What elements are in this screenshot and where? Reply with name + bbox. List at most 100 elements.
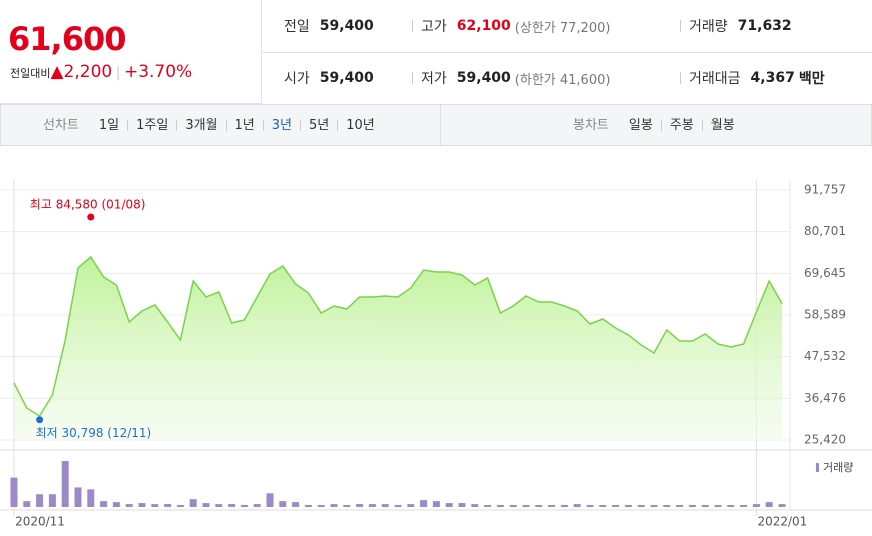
change-pct: +3.70% — [123, 62, 193, 82]
change-value: ▲2,200 — [50, 62, 113, 82]
volume-bar — [292, 502, 300, 507]
stat-value: 71,632 — [737, 18, 792, 34]
tab[interactable]: 일봉 — [628, 117, 653, 133]
tab-group-label: 선차트 — [43, 117, 79, 133]
tab[interactable]: 1년 — [225, 119, 263, 132]
stat: 고가 62,100 (상한가 77,200) — [412, 0, 610, 52]
tab[interactable]: 주봉 — [660, 119, 702, 132]
y-tick-label: 58,589 — [804, 307, 846, 321]
line-tabs: 선차트 1일 1주일 3개월 1년 3년 5년 10년 — [35, 105, 383, 145]
stat-value: 59,400 — [319, 70, 374, 86]
stats-row: 시가 59,400 저가 59,400 (하한가 41,600) 거래대금 4,367 백만 — [262, 52, 872, 105]
volume-bar — [688, 505, 696, 507]
volume-bar — [112, 502, 120, 507]
volume-bar — [727, 505, 735, 507]
stat-note: (하한가 41,600) — [514, 72, 611, 88]
volume-bar — [36, 494, 44, 507]
y-tick-label: 80,701 — [804, 224, 846, 238]
annotation: 최저 30,798 (12/11) — [36, 426, 152, 440]
tab[interactable]: 1일 — [98, 117, 120, 133]
volume-bar — [317, 505, 325, 507]
stat-note: (상한가 77,200) — [514, 20, 611, 36]
volume-bar — [279, 501, 287, 507]
stat: 전일 59,400 — [284, 0, 374, 52]
volume-bar — [663, 505, 671, 507]
volume-bar — [189, 499, 197, 507]
stat-label: 거래대금 — [689, 71, 741, 87]
stat-unit: 백만 — [798, 71, 825, 87]
y-tick-label: 47,532 — [804, 349, 846, 363]
volume-bar — [266, 493, 274, 507]
tab[interactable]: 3개월 — [176, 119, 225, 132]
legend-label: 거래량 — [823, 461, 853, 474]
volume-bar — [445, 503, 453, 507]
volume-bar — [202, 503, 210, 507]
current-price: 61,600 — [8, 20, 126, 58]
volume-bar — [10, 477, 18, 507]
y-tick-label: 36,476 — [804, 391, 846, 405]
tab[interactable]: 3년 — [262, 119, 300, 132]
volume-bar — [151, 504, 159, 507]
volume-bar — [432, 501, 440, 507]
volume-bar — [304, 505, 312, 507]
volume-bar — [48, 494, 56, 507]
volume-bar — [701, 505, 709, 507]
volume-bar — [330, 504, 338, 507]
volume-bar — [637, 505, 645, 507]
volume-bar — [23, 501, 31, 507]
y-tick-label: 69,645 — [804, 266, 846, 280]
volume-bar — [381, 504, 389, 507]
volume-bar — [394, 505, 402, 507]
x-tick-label: 2022/01 — [757, 515, 807, 529]
stat: 거래량 71,632 — [680, 0, 792, 52]
volume-bar — [356, 504, 364, 507]
tab[interactable]: 5년 — [300, 119, 337, 132]
volume-bar — [74, 487, 82, 507]
volume-bar — [484, 505, 492, 507]
stat: 시가 59,400 — [284, 52, 374, 104]
change: 전일대비▲2,200 | +3.70% — [10, 62, 192, 82]
volume-bar — [560, 505, 568, 507]
change-separator: | — [115, 65, 121, 81]
volume-bar — [573, 504, 581, 507]
volume-bar — [586, 505, 594, 507]
volume-bar — [368, 504, 376, 507]
volume-bar — [535, 505, 543, 507]
volume-bar — [240, 505, 248, 507]
stat-label: 저가 — [421, 71, 447, 87]
volume-bar — [624, 505, 632, 507]
volume-bar — [164, 504, 172, 507]
tab[interactable]: 1주일 — [127, 119, 176, 132]
stat-value: 4,367 — [750, 70, 795, 86]
legend-swatch — [816, 463, 819, 472]
stat-label: 고가 — [421, 19, 447, 35]
volume-bar — [100, 501, 108, 507]
volume-bar — [87, 489, 95, 507]
volume-bar — [509, 505, 517, 507]
volume-bar — [612, 505, 620, 507]
volume-bar — [125, 504, 133, 507]
volume-bar — [714, 505, 722, 507]
volume-bar — [548, 505, 556, 507]
price-area — [14, 256, 782, 440]
stat-label: 시가 — [284, 71, 310, 87]
stats-row: 전일 59,400 고가 62,100 (상한가 77,200) 거래량 71,632 — [262, 0, 872, 53]
price-line — [13, 255, 783, 418]
y-tick-label: 25,420 — [804, 433, 846, 447]
tab[interactable]: 10년 — [337, 119, 383, 132]
x-tick-label: 2020/11 — [15, 515, 65, 529]
annotation: 최고 84,580 (01/08) — [30, 198, 146, 212]
volume-bar — [765, 502, 773, 507]
tab-bar: 선차트 1일 1주일 3개월 1년 3년 5년 10년 봉차트 일봉 주봉 월봉 — [0, 104, 872, 146]
price-box: 61,600 전일대비▲2,200 | +3.70% — [0, 0, 262, 104]
volume-bar — [420, 500, 428, 507]
volume-bar — [228, 504, 236, 507]
candle-tabs: 봉차트 일봉 주봉 월봉 — [565, 105, 743, 145]
tab-group-label: 봉차트 — [573, 117, 609, 133]
extreme-dot — [36, 416, 44, 424]
tab[interactable]: 월봉 — [701, 119, 743, 132]
volume-bar — [676, 505, 684, 507]
change-label: 전일대비 — [10, 67, 51, 80]
